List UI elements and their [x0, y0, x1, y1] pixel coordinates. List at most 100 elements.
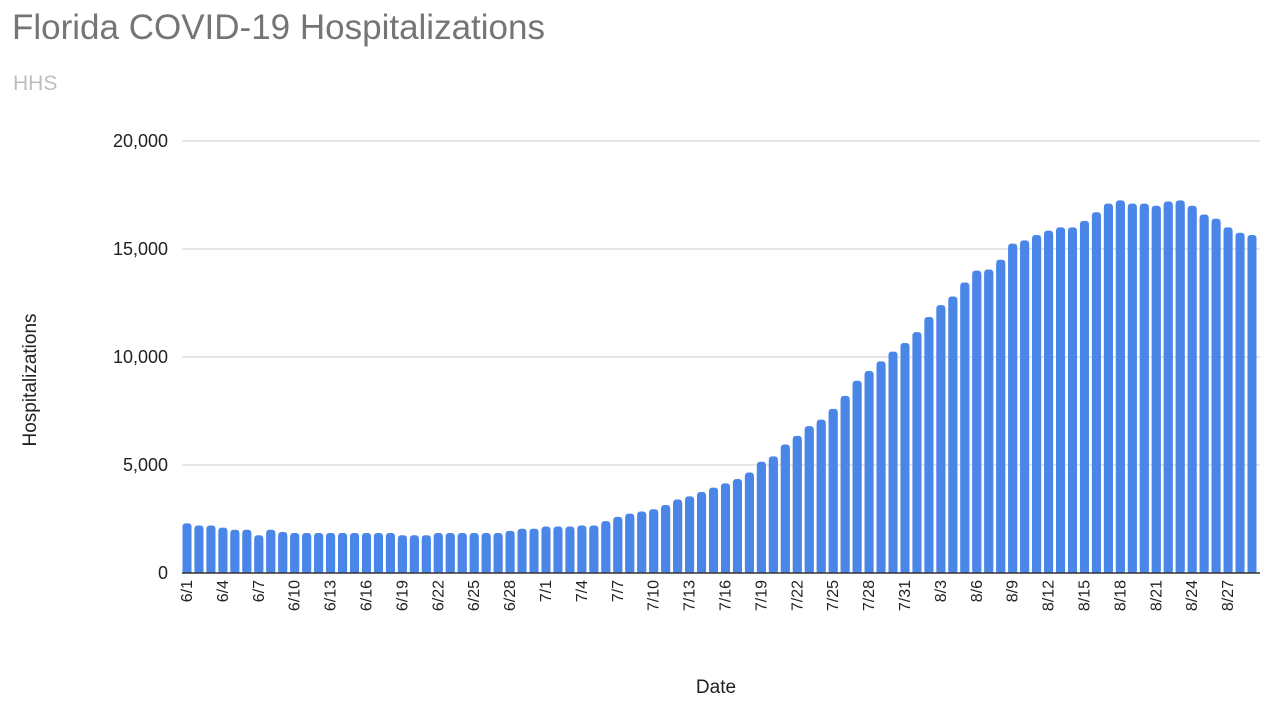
x-tick-label: 6/13 — [323, 580, 340, 611]
bar-body — [1068, 231, 1078, 573]
bar-body — [948, 300, 958, 573]
bar-body — [685, 500, 695, 573]
bar-body — [206, 529, 216, 573]
bar-body — [732, 483, 742, 573]
x-tick-label: 7/19 — [753, 580, 770, 611]
bar-body — [373, 537, 383, 573]
bar-body — [266, 533, 276, 573]
y-tick-label: 0 — [158, 563, 168, 583]
x-tick-label: 8/27 — [1220, 580, 1237, 611]
bar-body — [589, 529, 599, 573]
x-tick-label: 7/4 — [574, 580, 591, 602]
bar-body — [445, 537, 455, 573]
bar-body — [361, 537, 371, 573]
bar-body — [601, 525, 611, 573]
bar-body — [1032, 238, 1042, 573]
bar-body — [864, 375, 874, 573]
y-tick-label: 5,000 — [123, 455, 168, 475]
bar-body — [1199, 218, 1209, 573]
bar-body — [505, 534, 515, 573]
bar-body — [1223, 231, 1233, 573]
bar-body — [1247, 238, 1257, 573]
y-tick-label: 10,000 — [113, 347, 168, 367]
bar-body — [493, 537, 503, 573]
chart-subtitle: HHS — [13, 72, 58, 95]
x-tick-label: 7/22 — [789, 580, 806, 611]
bar-body — [960, 286, 970, 573]
bar-body — [828, 412, 838, 573]
x-tick-label: 8/9 — [1005, 580, 1022, 602]
bar-body — [433, 537, 443, 573]
y-axis-title: Hospitalizations — [20, 313, 41, 446]
bar-body — [661, 508, 671, 573]
bar-body — [756, 465, 766, 573]
x-tick-label: 8/15 — [1076, 580, 1093, 611]
x-tick-label: 7/1 — [538, 580, 555, 602]
bar-body — [517, 532, 527, 573]
bar-body — [529, 532, 539, 573]
bar-body — [816, 423, 826, 573]
bar-body — [290, 537, 300, 573]
x-tick-label: 7/25 — [825, 580, 842, 611]
bar-body — [1044, 234, 1054, 573]
bar-body — [649, 513, 659, 573]
x-tick-label: 6/1 — [179, 580, 196, 602]
bar-body — [900, 346, 910, 573]
x-tick-label: 8/12 — [1041, 580, 1058, 611]
bar-body — [1127, 207, 1137, 573]
x-tick-label: 7/10 — [646, 580, 663, 611]
bar-body — [840, 399, 850, 573]
x-tick-label: 6/25 — [466, 580, 483, 611]
bar-body — [936, 309, 946, 573]
x-tick-label: 8/3 — [933, 580, 950, 602]
bar-body — [218, 531, 228, 573]
bar-body — [1091, 216, 1101, 573]
bar-body — [338, 537, 348, 573]
x-tick-label: 6/10 — [287, 580, 304, 611]
bar-body — [852, 384, 862, 573]
x-tick-label: 6/28 — [502, 580, 519, 611]
bar-body — [1139, 207, 1149, 573]
x-tick-label: 6/7 — [251, 580, 268, 602]
bar-body — [541, 530, 551, 573]
x-tick-label: 7/13 — [682, 580, 699, 611]
bar-body — [1175, 204, 1185, 573]
bar-body — [326, 537, 336, 573]
bar-body — [469, 537, 479, 573]
x-tick-label: 8/18 — [1112, 580, 1129, 611]
bar-body — [1211, 222, 1221, 573]
bar-body — [720, 487, 730, 573]
bar-body — [242, 533, 252, 573]
x-tick-label: 6/4 — [215, 580, 232, 602]
bar-body — [1056, 231, 1066, 573]
bar-body — [553, 530, 563, 573]
chart-title: Florida COVID-19 Hospitalizations — [12, 8, 545, 47]
x-tick-label: 8/21 — [1148, 580, 1165, 611]
bar-body — [1115, 204, 1125, 573]
bar-body — [876, 365, 886, 573]
bar-body — [673, 503, 683, 573]
bar-body — [637, 515, 647, 573]
bar-body — [421, 539, 431, 573]
bar-body — [230, 533, 240, 573]
x-tick-label: 8/24 — [1184, 580, 1201, 611]
bar-body — [613, 520, 623, 573]
bar-body — [1235, 236, 1245, 574]
y-tick-label: 20,000 — [113, 131, 168, 151]
bar-body — [1008, 247, 1018, 573]
bar-body — [1020, 244, 1030, 574]
bar-body — [481, 537, 491, 573]
bar-body — [912, 336, 922, 573]
bar-body — [984, 273, 994, 573]
bar-body — [625, 517, 635, 573]
bar-body — [577, 529, 587, 573]
bar-body — [1187, 209, 1197, 574]
bar-body — [350, 537, 360, 573]
bar-body — [565, 530, 575, 573]
bar-body — [182, 527, 192, 573]
x-tick-label: 8/6 — [969, 580, 986, 602]
bar-body — [924, 321, 934, 573]
bar-body — [385, 537, 395, 573]
bar-body — [1163, 205, 1173, 574]
y-tick-label: 15,000 — [113, 239, 168, 259]
